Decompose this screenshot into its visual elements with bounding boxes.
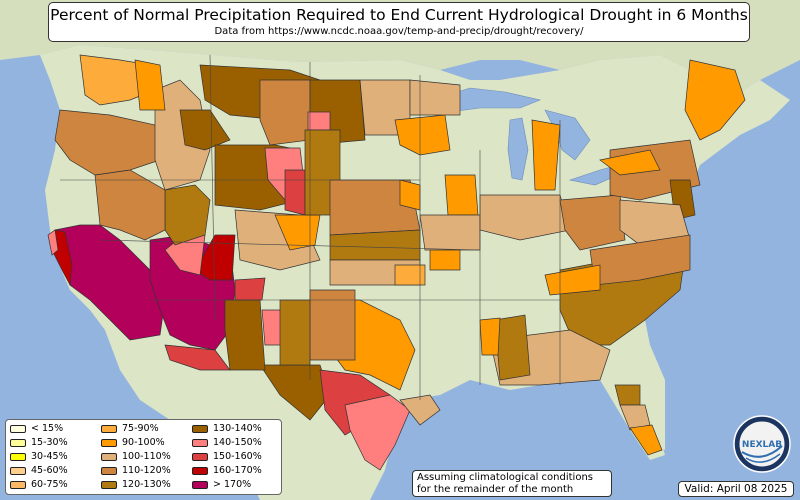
legend-item: 75-90% [101,423,159,434]
legend-swatch [101,452,117,461]
region-140-150-dakota [307,111,331,131]
region-120-130-mississippi [494,314,531,381]
region-90-100-newengland [684,59,746,141]
state-borders [60,54,561,400]
region-110-120-nevada-west [94,169,166,241]
region-gt170-california [54,224,166,341]
legend-label: 150-160% [213,451,262,462]
legend-label: 100-110% [122,451,171,462]
legend-swatch [192,438,208,447]
legend-label: 130-140% [213,423,262,434]
region-150-160-colorado [284,169,306,216]
region-90-100-louisiana [479,317,501,356]
region-160-170-nm [194,234,236,281]
legend-item: 120-130% [101,479,171,490]
legend-item: 15-30% [10,437,68,448]
region-110-120-montana-east [259,79,311,146]
region-140-150-coast [47,229,59,256]
legend-label: 30-45% [31,451,68,462]
legend-label: 110-120% [122,465,171,476]
region-130-140-nm [224,299,266,371]
legend-swatch [101,424,117,433]
legend-label: 160-170% [213,465,262,476]
legend-swatch [101,466,117,475]
region-120-130-nm-east [279,299,311,366]
legend-swatch [101,438,117,447]
region-110-120-oregon [54,109,161,176]
region-90-100-florida [629,424,663,456]
legend-item: 100-110% [101,451,171,462]
legend-label: 140-150% [213,437,262,448]
legend-label: > 170% [213,479,252,490]
legend-item: 90-100% [101,437,165,448]
region-90-100-michigan [531,119,561,191]
region-120-130-kansas [329,229,421,261]
legend-label: 120-130% [122,479,171,490]
legend-item: 140-150% [192,437,262,448]
region-140-150-texas-south [344,394,411,471]
legend-item: 45-60% [10,465,68,476]
nexlab-logo: NEXLAB [733,415,791,473]
legend-swatch [10,438,26,447]
legend-label: 15-30% [31,437,68,448]
valid-date: Valid: April 08 2025 [678,481,794,497]
legend-swatch [192,452,208,461]
legend-item: > 170% [192,479,251,490]
region-100-110-missouri [419,214,481,251]
legend-item: 130-140% [192,423,262,434]
logo-text: NEXLAB [742,440,782,450]
region-150-160-nm-south [164,344,231,371]
legend-swatch [10,480,26,489]
region-75-90-ok [394,264,426,286]
drought-regions [47,54,746,471]
legend-swatch [192,424,208,433]
region-90-100-washington [134,59,166,111]
legend-swatch [101,480,117,489]
title-box: Percent of Normal Precipitation Required… [48,2,750,42]
region-90-100-iowa [399,179,421,211]
legend: < 15% 15-30% 30-45% 45-60% 60-75% 75-90% 90-10… [5,419,282,495]
legend-swatch [10,424,26,433]
legend-label: 60-75% [31,479,68,490]
region-110-120-kentucky [559,194,626,251]
region-90-100-missouri [429,249,461,271]
assumption-note: Assuming climatological conditions for t… [412,470,612,497]
legend-swatch [192,480,208,489]
region-90-100-wisconsin [394,114,451,156]
region-90-100-tennessee [544,264,601,296]
legend-item: 60-75% [10,479,68,490]
legend-item: 110-120% [101,465,171,476]
region-90-100-pa [599,149,661,176]
legend-label: 75-90% [122,423,159,434]
legend-swatch [192,466,208,475]
region-90-100-illinois [444,174,479,216]
region-100-110-minnesota [409,79,461,116]
note-line-1: Assuming climatological conditions [417,472,593,483]
legend-label: < 15% [31,423,64,434]
region-100-110-idaho [154,79,211,191]
legend-label: 90-100% [122,437,165,448]
map-title: Percent of Normal Precipitation Required… [50,6,748,24]
legend-item: 160-170% [192,465,262,476]
lake-michigan [507,117,529,181]
legend-swatch [10,452,26,461]
legend-item: 30-45% [10,451,68,462]
region-150-160-nm-north [234,277,266,301]
legend-label: 45-60% [31,465,68,476]
region-110-120-texas-pan [309,289,356,361]
map-subtitle: Data from https://www.ncdc.noaa.gov/temp… [214,26,584,37]
legend-item: < 15% [10,423,63,434]
legend-item: 150-160% [192,451,262,462]
legend-swatch [10,466,26,475]
note-line-2: for the remainder of the month [417,484,574,495]
